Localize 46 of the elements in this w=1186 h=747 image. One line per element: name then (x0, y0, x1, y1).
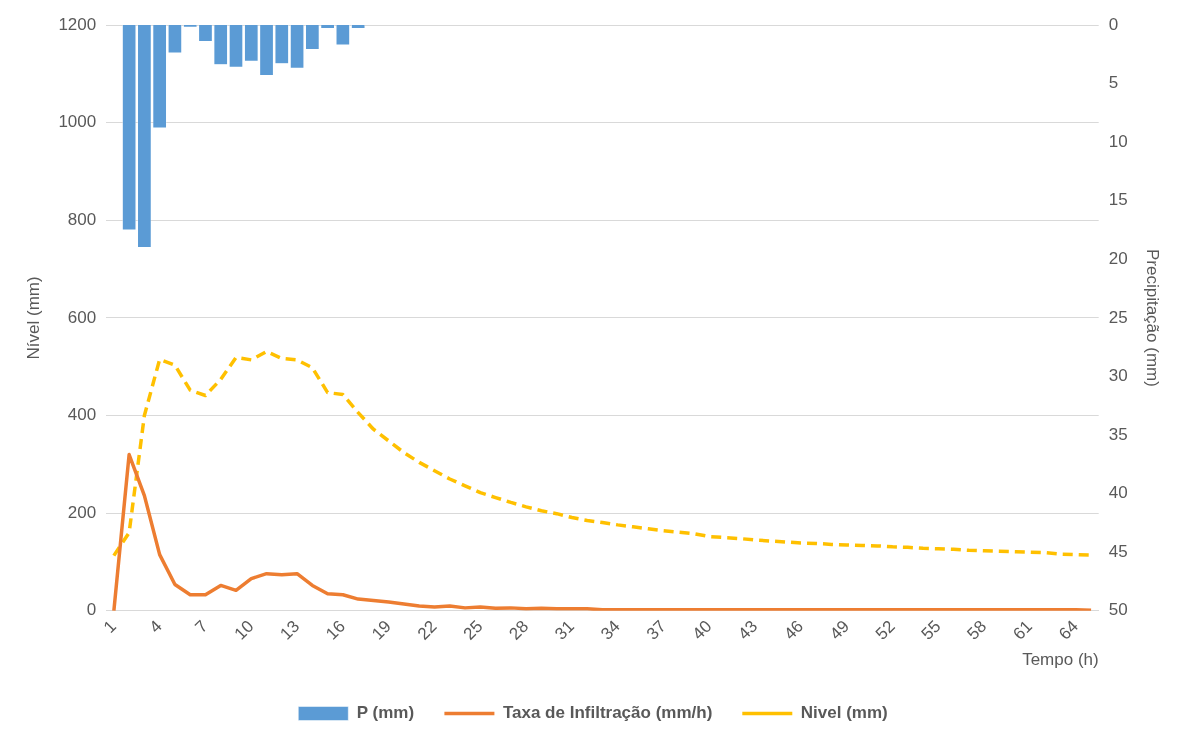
y-tick-label: 0 (86, 600, 97, 620)
x-tick-label: 64 (1055, 616, 1082, 644)
x-tick-label: 16 (322, 616, 350, 644)
x-tick-label: 34 (597, 616, 624, 644)
y2-tick-label: 10 (1108, 131, 1128, 151)
y-tick-label: 800 (67, 209, 97, 229)
y2-axis-title: Precipitação (mm) (1143, 248, 1163, 387)
x-axis-title: Tempo (h) (1022, 650, 1099, 670)
y-tick-label: 1000 (58, 112, 97, 132)
x-tick-label: 7 (191, 616, 212, 637)
x-tick-label: 4 (145, 616, 166, 637)
y-tick-label: 400 (67, 405, 97, 425)
y2-tick-label: 30 (1108, 366, 1128, 386)
x-tick-label: 49 (826, 616, 853, 644)
x-tick-label: 61 (1009, 616, 1037, 644)
y2-tick-label: 5 (1108, 73, 1119, 93)
y-tick-label: 1200 (58, 14, 97, 34)
y2-tick-label: 40 (1108, 483, 1128, 503)
x-tick-label: 22 (413, 616, 441, 644)
y2-tick-label: 20 (1108, 249, 1128, 269)
x-tick-label: 19 (368, 616, 395, 644)
x-tick-label: 28 (505, 616, 533, 644)
legend-label: Taxa de Infiltração (mm/h) (502, 703, 713, 723)
legend-label: P (mm) (356, 703, 415, 723)
y2-tick-label: 0 (1108, 14, 1119, 34)
x-tick-label: 25 (459, 616, 487, 644)
y2-tick-label: 45 (1108, 541, 1128, 561)
x-tick-label: 55 (917, 616, 945, 644)
x-tick-label: 31 (551, 616, 579, 644)
x-tick-label: 40 (688, 616, 716, 644)
y2-tick-label: 25 (1108, 307, 1128, 327)
x-tick-label: 10 (230, 616, 258, 644)
x-tick-label: 58 (963, 616, 991, 644)
y2-tick-label: 15 (1108, 190, 1128, 210)
y2-tick-label: 50 (1108, 600, 1128, 620)
y-axis-title: Nível (mm) (23, 276, 43, 360)
y2-tick-label: 35 (1108, 424, 1128, 444)
x-tick-label: 13 (276, 616, 304, 644)
x-tick-label: 43 (734, 616, 762, 644)
y-tick-label: 600 (67, 307, 97, 327)
legend-label: Nivel (mm) (800, 703, 888, 723)
x-tick-label: 37 (642, 616, 670, 644)
x-tick-label: 1 (99, 616, 120, 637)
y-tick-label: 200 (67, 502, 97, 522)
x-tick-label: 52 (871, 616, 899, 644)
x-tick-label: 46 (780, 616, 808, 644)
